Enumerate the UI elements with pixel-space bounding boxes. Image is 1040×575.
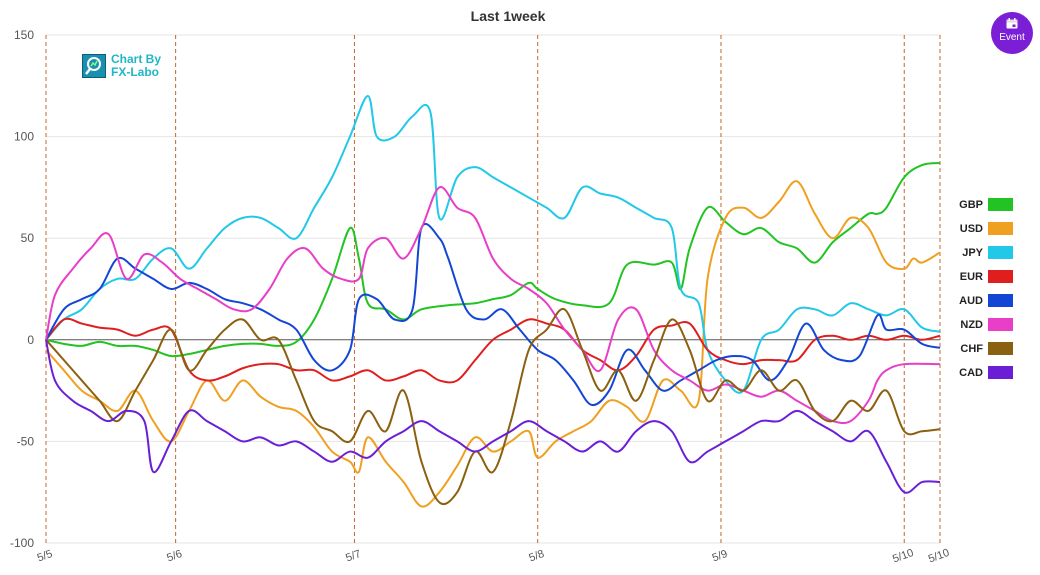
series-line-usd <box>45 180 941 508</box>
y-axis: 150 100 50 0 -50 -100 <box>10 28 34 550</box>
x-tick-label: 5/7 <box>344 548 362 565</box>
calendar-icon <box>1006 18 1018 29</box>
series-line-chf <box>45 307 941 506</box>
y-tick-label: -50 <box>17 434 35 448</box>
chart-grid <box>46 34 940 544</box>
legend-swatch-chf[interactable] <box>988 342 1013 355</box>
legend-swatch-aud[interactable] <box>988 294 1013 307</box>
legend-label-usd: USD <box>960 223 983 235</box>
x-tick-label: 5/10 <box>927 547 951 566</box>
logo-text: Chart By FX-Labo <box>111 53 161 79</box>
legend-label-eur: EUR <box>960 271 983 283</box>
day-separator-lines <box>45 35 941 543</box>
x-tick-label: 5/9 <box>711 548 729 565</box>
series-line-nzd <box>45 186 941 425</box>
legend[interactable]: GBP USD JPY EUR AUD NZD CHF CAD <box>959 198 1013 379</box>
logo: Chart By FX-Labo <box>82 53 178 83</box>
legend-label-aud: AUD <box>959 295 983 307</box>
legend-swatch-gbp[interactable] <box>988 198 1013 211</box>
legend-label-cad: CAD <box>959 367 983 379</box>
y-tick-label: 100 <box>14 130 34 144</box>
series-line-eur <box>45 317 941 384</box>
y-tick-label: 0 <box>27 333 34 347</box>
x-tick-label: 5/5 <box>36 548 54 565</box>
legend-swatch-nzd[interactable] <box>988 318 1013 331</box>
x-tick-label: 5/10 <box>891 547 915 566</box>
x-tick-label: 5/6 <box>165 548 183 565</box>
legend-label-jpy: JPY <box>962 247 983 259</box>
magnifier-chart-icon <box>82 54 106 78</box>
logo-line1: Chart By <box>111 52 162 66</box>
logo-line2: FX-Labo <box>111 65 159 79</box>
x-axis: 5/5 5/6 5/7 5/8 5/9 5/10 5/10 <box>36 547 951 566</box>
y-tick-label: -100 <box>10 536 34 550</box>
series-lines <box>45 94 941 508</box>
chart-title: Last 1week <box>471 8 546 24</box>
event-button[interactable]: Event <box>991 12 1033 54</box>
legend-swatch-cad[interactable] <box>988 366 1013 379</box>
legend-swatch-jpy[interactable] <box>988 246 1013 259</box>
x-tick-label: 5/8 <box>527 548 545 565</box>
y-tick-label: 50 <box>21 231 35 245</box>
legend-swatch-eur[interactable] <box>988 270 1013 283</box>
event-button-label: Event <box>999 32 1025 43</box>
series-line-gbp <box>45 162 941 358</box>
legend-label-gbp: GBP <box>959 199 983 211</box>
series-line-jpy <box>45 94 941 394</box>
legend-label-chf: CHF <box>960 343 983 355</box>
series-line-cad <box>45 339 941 494</box>
y-tick-label: 150 <box>14 28 34 42</box>
series-line-aud <box>45 222 941 407</box>
legend-swatch-usd[interactable] <box>988 222 1013 235</box>
legend-label-nzd: NZD <box>960 319 983 331</box>
